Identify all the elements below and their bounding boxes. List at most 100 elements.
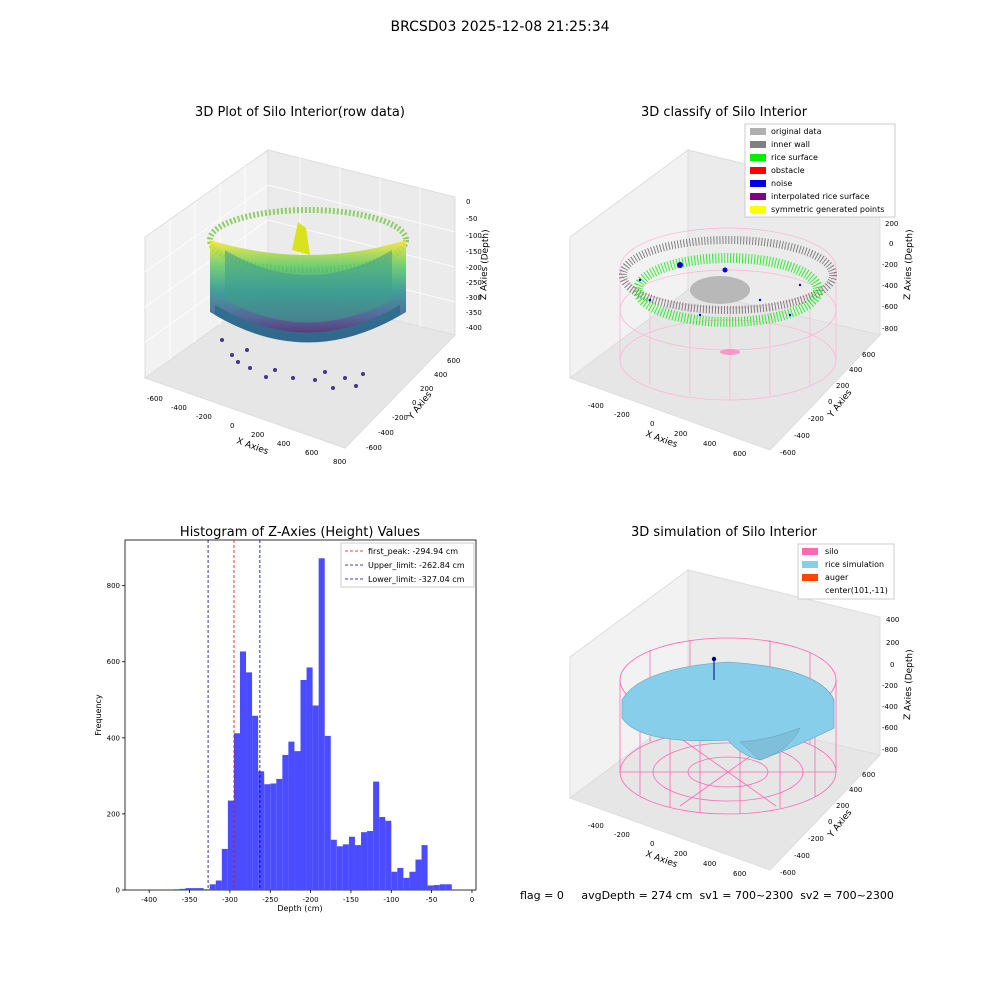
svg-text:400: 400	[703, 860, 716, 868]
svg-text:200: 200	[420, 385, 433, 393]
legend-label: silo	[825, 547, 839, 556]
histogram-bar	[173, 889, 180, 890]
x-tick-labels: -400 -200 0 200 400 600	[588, 822, 746, 878]
svg-text:0: 0	[230, 422, 234, 430]
pane-floor	[568, 709, 881, 871]
x-tick-label: -300	[222, 896, 238, 904]
svg-text:400: 400	[886, 616, 899, 624]
auger-marker	[711, 656, 717, 680]
svg-text:-400: -400	[794, 432, 810, 440]
x-tick-label: -100	[383, 896, 399, 904]
x-axis-label: X Axies	[235, 436, 270, 457]
histogram-bar	[215, 880, 222, 890]
legend-swatch-inner-wall	[750, 141, 766, 148]
svg-text:600: 600	[862, 351, 875, 359]
y-tick-label: 200	[107, 810, 120, 818]
panel-classify-3d: 3D classify of Silo Interior	[568, 105, 915, 458]
histogram-title: Histogram of Z-Axies (Height) Values	[180, 525, 420, 540]
histogram-bar	[373, 781, 380, 890]
histogram-xlabel: Depth (cm)	[277, 904, 322, 913]
x-tick-label: -250	[262, 896, 278, 904]
histogram-bar	[385, 820, 392, 890]
y-axis-label: Y Axies	[406, 390, 435, 423]
svg-text:0: 0	[828, 818, 832, 826]
z-axis-label: Z Axies (Depth)	[903, 229, 915, 300]
legend-label: inner wall	[771, 140, 810, 149]
legend-swatch-silo	[802, 548, 818, 555]
histogram-bar	[209, 884, 216, 890]
histogram-bar	[288, 741, 295, 890]
histogram-bar	[239, 651, 247, 890]
legend-label: first_peak: -294.94 cm	[368, 547, 458, 556]
x-tick-label: -350	[182, 896, 198, 904]
svg-text:-400: -400	[171, 404, 187, 412]
svg-text:-400: -400	[588, 822, 604, 830]
svg-text:600: 600	[447, 357, 460, 365]
histogram-bar	[421, 845, 428, 890]
histogram-bar	[294, 751, 301, 890]
legend-swatch-symmetric	[750, 206, 766, 213]
histogram-bar	[348, 836, 355, 890]
histogram-bar	[270, 783, 277, 890]
histogram-bar	[361, 832, 368, 890]
histogram-bar	[427, 885, 434, 890]
svg-text:-250: -250	[466, 279, 482, 287]
histogram-bar	[276, 778, 283, 890]
svg-text:-600: -600	[147, 395, 163, 403]
histogram-bar	[191, 888, 198, 890]
rice-surface-dip	[739, 727, 801, 761]
figure-suptitle: BRCSD03 2025-12-08 21:25:34	[390, 19, 609, 35]
svg-text:-600: -600	[366, 444, 382, 452]
histogram-x-ticks: -400 -350 -300 -250 -200 -150 -100 -50 0	[141, 890, 474, 904]
y-tick-label: 800	[107, 582, 120, 590]
floor-pink-marker	[720, 349, 740, 355]
histogram-bar	[409, 871, 416, 890]
x-tick-label: -400	[141, 896, 157, 904]
histogram-y-ticks: 0 200 400 600 800	[107, 582, 125, 895]
histogram-bar	[318, 558, 325, 890]
y-tick-label: 0	[116, 887, 120, 895]
legend-swatch-noise	[750, 180, 766, 187]
svg-text:0: 0	[890, 661, 894, 669]
svg-text:-50: -50	[466, 215, 477, 223]
histogram-bar	[391, 871, 398, 890]
legend-label: obstacle	[771, 166, 805, 175]
simulation-legend: silo rice simulation auger center(101,-1…	[797, 543, 895, 600]
svg-text:200: 200	[836, 382, 849, 390]
svg-text:-800: -800	[882, 325, 898, 333]
histogram-bar	[312, 705, 319, 890]
svg-text:0: 0	[889, 240, 893, 248]
svg-text:-100: -100	[466, 232, 482, 240]
legend-swatch-auger	[802, 574, 818, 581]
histogram-bar	[445, 884, 452, 890]
histogram-legend: first_peak: -294.94 cm Upper_limit: -262…	[340, 542, 475, 588]
histogram-bar	[439, 884, 446, 890]
svg-text:-200: -200	[614, 831, 630, 839]
panel-classify-title: 3D classify of Silo Interior	[641, 105, 808, 120]
svg-text:-300: -300	[466, 294, 482, 302]
histogram-bar	[324, 735, 331, 890]
svg-text:600: 600	[862, 771, 875, 779]
z-tick-labels: 400 200 0 -200 -400 -600 -800	[882, 616, 899, 754]
pane-floor	[568, 289, 881, 451]
svg-text:400: 400	[277, 440, 290, 448]
svg-text:-400: -400	[378, 429, 394, 437]
legend-swatch-rice-surface	[750, 154, 766, 161]
histogram-bar	[252, 715, 259, 890]
svg-text:400: 400	[703, 440, 716, 448]
svg-text:-150: -150	[466, 248, 482, 256]
legend-swatch-obstacle	[750, 167, 766, 174]
svg-text:0: 0	[412, 399, 416, 407]
svg-text:0: 0	[650, 420, 654, 428]
legend-label: symmetric generated points	[771, 205, 884, 214]
svg-text:-400: -400	[466, 324, 482, 332]
histogram-bar	[330, 839, 337, 890]
histogram-bar	[197, 888, 204, 890]
x-tick-label: -150	[343, 896, 359, 904]
panel-raw-3d: 3D Plot of Silo Interior(row data) X Axi…	[143, 105, 491, 466]
legend-swatch-original	[750, 128, 766, 135]
svg-text:200: 200	[674, 430, 687, 438]
svg-text:400: 400	[849, 786, 862, 794]
